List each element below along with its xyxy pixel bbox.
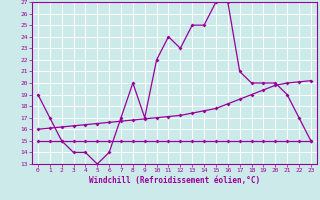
X-axis label: Windchill (Refroidissement éolien,°C): Windchill (Refroidissement éolien,°C) bbox=[89, 176, 260, 185]
